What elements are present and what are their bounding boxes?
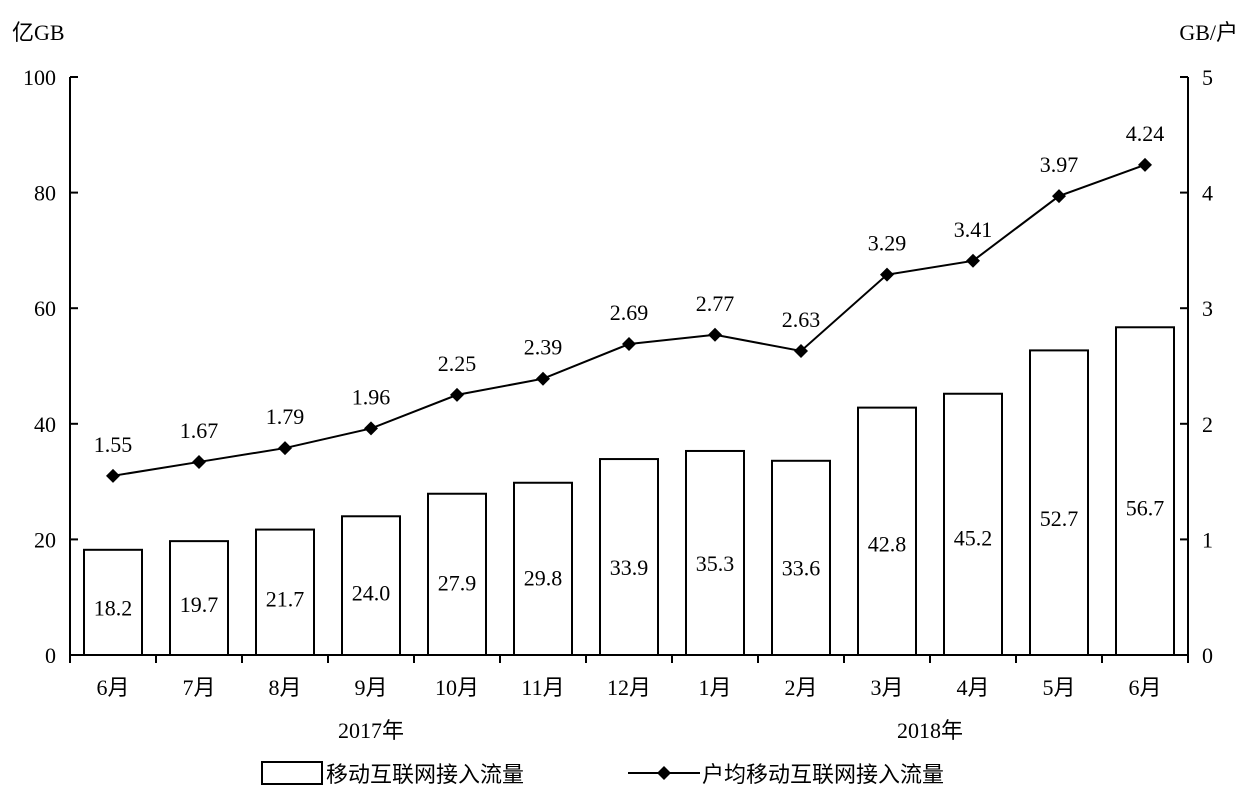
right-tick-label: 3 — [1202, 296, 1213, 321]
year-group-label: 2018年 — [897, 718, 963, 743]
right-tick-label: 5 — [1202, 65, 1213, 90]
bar-value-label: 27.9 — [438, 570, 477, 595]
labels-layer: 18.2 19.7 21.7 24.0 27.9 29.8 33.9 35.3 33.6 42.8… — [94, 121, 1165, 621]
line-layer — [106, 157, 1152, 483]
right-tick-label: 2 — [1202, 412, 1213, 437]
legend: 移动互联网接入流量 户均移动互联网接入流量 — [261, 761, 944, 787]
line-value-label: 3.29 — [868, 231, 907, 256]
bar — [685, 449, 745, 656]
bar — [341, 515, 401, 657]
x-tick-label: 5月 — [1042, 675, 1075, 700]
bar-value-label: 35.3 — [696, 551, 735, 576]
line-value-label: 1.79 — [266, 404, 305, 429]
bar-value-label: 33.9 — [610, 555, 649, 580]
bar — [857, 406, 917, 656]
legend-line-label: 户均移动互联网接入流量 — [702, 762, 944, 787]
bar-value-label: 45.2 — [954, 525, 993, 550]
line-value-label: 2.39 — [524, 335, 563, 360]
x-tick-label: 3月 — [870, 675, 903, 700]
line-point — [106, 468, 120, 483]
x-tick-label: 7月 — [182, 675, 215, 700]
bar-value-label: 29.8 — [524, 565, 563, 590]
line-value-label: 1.96 — [352, 384, 391, 409]
right-tick-label: 1 — [1202, 527, 1213, 552]
line-value-label: 2.25 — [438, 351, 477, 376]
line-point — [1138, 157, 1152, 172]
left-tick-label: 80 — [34, 181, 56, 206]
line-value-label: 3.41 — [954, 217, 993, 242]
bar-value-label: 52.7 — [1040, 506, 1079, 531]
line-point — [192, 454, 206, 469]
bar-value-label: 42.8 — [868, 532, 907, 557]
left-tick-label: 20 — [34, 527, 56, 552]
line-point — [278, 441, 292, 456]
x-tick-label: 11月 — [521, 675, 564, 700]
x-tick-label: 8月 — [268, 675, 301, 700]
legend-bar-swatch — [261, 761, 323, 785]
line-value-label: 1.67 — [180, 418, 219, 443]
legend-bar-label: 移动互联网接入流量 — [326, 762, 524, 787]
left-tick-label: 40 — [34, 412, 56, 437]
x-tick-label: 6月 — [1128, 675, 1161, 700]
right-tick-label: 0 — [1202, 643, 1213, 668]
bar — [943, 392, 1003, 656]
left-axis-unit: 亿GB — [12, 20, 65, 45]
right-axis-unit: GB/户 — [1179, 20, 1238, 45]
line-value-label: 4.24 — [1126, 121, 1165, 146]
line-point — [966, 253, 980, 268]
line-point — [794, 343, 808, 358]
line-point — [536, 371, 550, 386]
bar — [169, 540, 229, 656]
legend-line-marker — [657, 766, 671, 780]
bar — [83, 548, 143, 657]
bar — [1029, 349, 1089, 656]
x-tick-label: 6月 — [96, 675, 129, 700]
line-point — [708, 327, 722, 342]
bar-value-label: 56.7 — [1126, 496, 1165, 521]
line-point — [450, 387, 464, 402]
line-point — [880, 267, 894, 282]
x-tick-label: 1月 — [698, 675, 731, 700]
bar-value-label: 19.7 — [180, 592, 219, 617]
right-tick-label: 4 — [1202, 181, 1213, 206]
year-group-label: 2017年 — [338, 718, 404, 743]
bar — [1115, 326, 1175, 656]
bars-layer — [83, 326, 1175, 657]
x-tick-label: 10月 — [435, 675, 479, 700]
x-tick-label: 9月 — [354, 675, 387, 700]
bar-value-label: 33.6 — [782, 556, 821, 581]
line-point — [622, 337, 636, 352]
line-point — [364, 421, 378, 436]
line-value-label: 2.69 — [610, 300, 649, 325]
x-tick-label: 4月 — [956, 675, 989, 700]
bar-value-label: 24.0 — [352, 581, 391, 606]
left-tick-label: 60 — [34, 296, 56, 321]
line-value-label: 2.77 — [696, 291, 735, 316]
x-tick-label: 12月 — [607, 675, 651, 700]
bar — [513, 481, 573, 657]
line-value-label: 1.55 — [94, 432, 133, 457]
line-point — [1052, 189, 1066, 204]
left-tick-label: 100 — [23, 65, 56, 90]
line-value-label: 2.63 — [782, 307, 821, 332]
axes-layer: 0 20 40 60 80 100 0 1 2 3 4 5 6月 7月 8月 9月 10月 11月 12月 1月 2月 3… — [12, 20, 1238, 743]
x-tick-label: 2月 — [784, 675, 817, 700]
bar-value-label: 18.2 — [94, 596, 133, 621]
left-tick-label: 0 — [45, 643, 56, 668]
line-value-label: 3.97 — [1040, 152, 1079, 177]
bar-value-label: 21.7 — [266, 587, 305, 612]
